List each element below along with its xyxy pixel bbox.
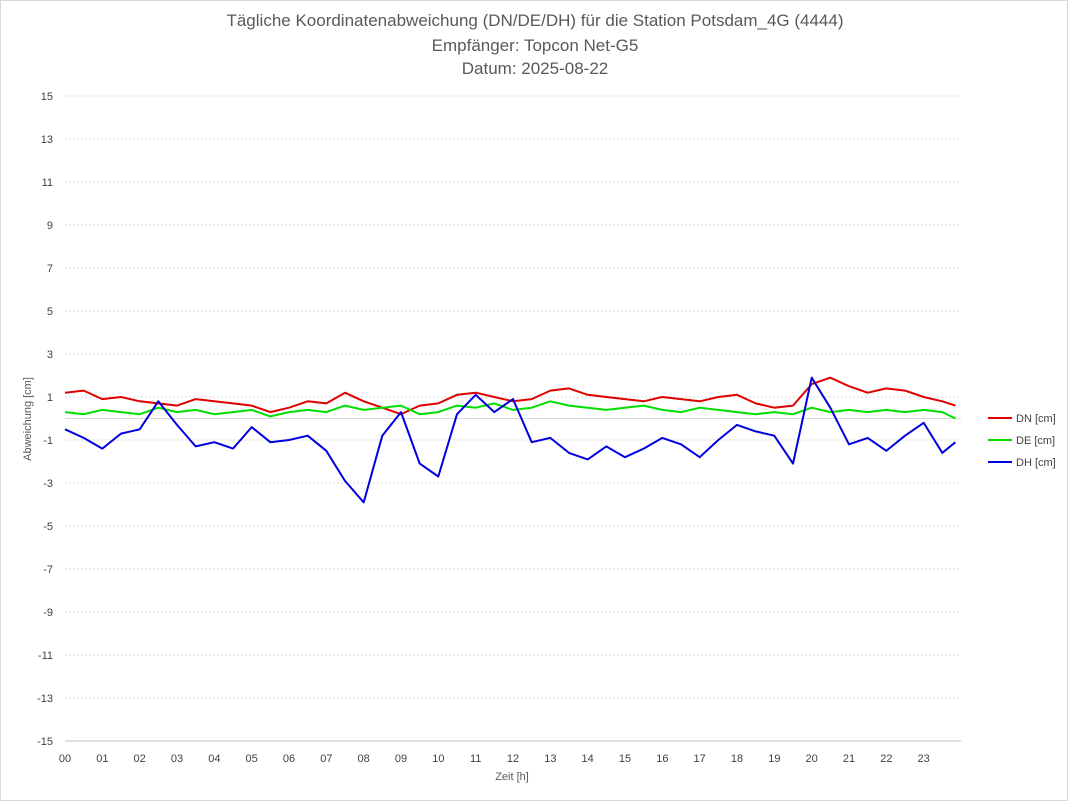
legend-label: DE [cm] bbox=[1016, 435, 1055, 447]
x-tick-label: 10 bbox=[432, 753, 444, 765]
chart-title: Tägliche Koordinatenabweichung (DN/DE/DH… bbox=[226, 11, 844, 30]
y-tick-label: 1 bbox=[47, 392, 53, 404]
chart-subtitle-date: Datum: 2025-08-22 bbox=[461, 59, 609, 78]
y-axis-title: Abweichung [cm] bbox=[22, 377, 34, 461]
x-tick-label: 23 bbox=[918, 753, 930, 765]
y-tick-label: 3 bbox=[47, 349, 53, 361]
y-tick-label: 11 bbox=[42, 177, 53, 189]
grid-lines bbox=[65, 95, 961, 742]
x-tick-label: 00 bbox=[59, 753, 71, 765]
x-tick-label: 03 bbox=[171, 753, 183, 765]
x-tick-label: 07 bbox=[320, 753, 332, 765]
x-tick-label: 05 bbox=[246, 753, 258, 765]
y-tick-label: -1 bbox=[43, 435, 53, 447]
x-tick-label: 09 bbox=[395, 753, 407, 765]
legend-label: DN [cm] bbox=[1016, 413, 1056, 425]
x-tick-label: 08 bbox=[358, 753, 370, 765]
y-tick-label: -13 bbox=[37, 693, 53, 705]
y-tick-label: 13 bbox=[41, 134, 53, 146]
x-tick-label: 12 bbox=[507, 753, 519, 765]
x-axis-title: Zeit [h] bbox=[495, 771, 529, 783]
series-line-de bbox=[64, 400, 956, 420]
y-tick-label: 5 bbox=[47, 306, 53, 318]
y-tick-label: 15 bbox=[41, 91, 53, 103]
y-tick-label: 7 bbox=[47, 263, 53, 275]
y-tick-label: -15 bbox=[37, 736, 53, 748]
legend: DN [cm] DE [cm] DH [cm] bbox=[988, 413, 1056, 469]
x-tick-labels: 00 01 02 03 04 05 06 07 08 09 10 11 12 13 14 15 16 17 18 19… bbox=[59, 753, 930, 765]
x-tick-label: 18 bbox=[731, 753, 743, 765]
x-tick-label: 19 bbox=[768, 753, 780, 765]
x-tick-label: 04 bbox=[208, 753, 220, 765]
x-tick-label: 14 bbox=[582, 753, 594, 765]
x-tick-label: 21 bbox=[843, 753, 855, 765]
y-tick-label: -5 bbox=[43, 521, 53, 533]
x-tick-label: 22 bbox=[880, 753, 892, 765]
y-tick-label: -3 bbox=[43, 478, 53, 490]
x-tick-label: 17 bbox=[694, 753, 706, 765]
series-line-dh bbox=[64, 376, 957, 504]
series-lines bbox=[64, 376, 957, 504]
x-tick-label: 01 bbox=[96, 753, 108, 765]
x-tick-label: 16 bbox=[656, 753, 668, 765]
y-tick-label: -11 bbox=[38, 650, 53, 662]
chart-subtitle-receiver: Empfänger: Topcon Net-G5 bbox=[431, 36, 639, 55]
x-tick-label: 06 bbox=[283, 753, 295, 765]
x-tick-label: 15 bbox=[619, 753, 631, 765]
y-tick-label: -7 bbox=[43, 564, 53, 576]
x-tick-label: 20 bbox=[806, 753, 818, 765]
y-tick-label: 9 bbox=[47, 220, 53, 232]
x-tick-label: 13 bbox=[544, 753, 556, 765]
x-tick-label: 02 bbox=[134, 753, 146, 765]
x-tick-label: 11 bbox=[470, 753, 481, 765]
y-tick-label: -9 bbox=[43, 607, 53, 619]
legend-label: DH [cm] bbox=[1016, 457, 1056, 469]
y-tick-labels: 15 13 11 9 7 5 3 1 -1 -3 -5 -7 -9 -11 -13 -15 bbox=[37, 91, 53, 748]
